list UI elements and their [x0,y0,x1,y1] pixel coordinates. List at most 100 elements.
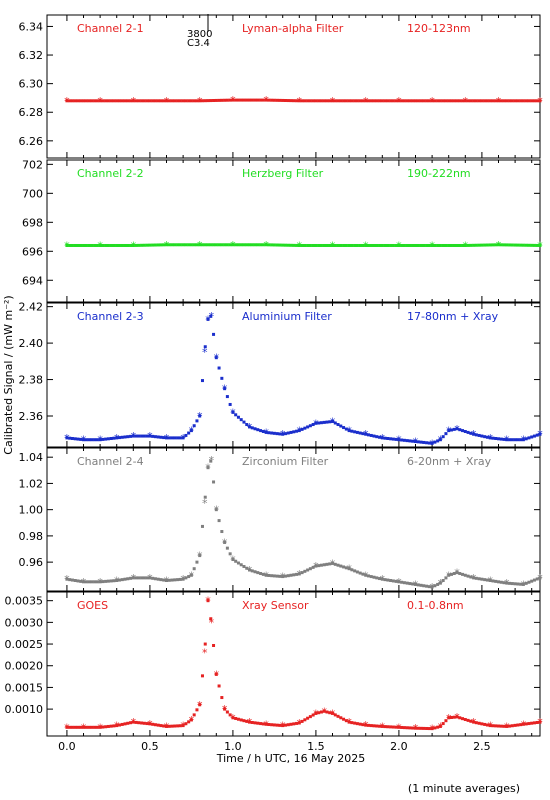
panel-filter-label: Aluminium Filter [242,310,332,323]
data-marker: * [114,720,120,733]
data-point [466,99,470,103]
data-point [140,243,144,247]
data-point [95,243,99,247]
data-point [131,576,135,580]
panel-band-label: 6-20nm + Xray [407,455,492,468]
data-point [170,578,174,582]
data-point [109,579,113,583]
data-point [261,243,265,247]
panel-frame [46,447,541,592]
data-point [239,718,243,722]
data-marker: * [205,462,211,475]
data-point [394,437,398,441]
data-point [98,99,102,103]
data-point [314,421,318,425]
data-marker: * [131,95,137,108]
data-point [458,716,462,720]
data-point [491,99,495,103]
data-marker: * [454,711,460,724]
data-point [386,243,390,247]
data-point [502,581,506,585]
data-point [142,243,146,247]
data-point [248,568,252,572]
data-point [153,243,157,247]
data-point [538,720,542,724]
data-point [181,243,185,247]
data-point [275,98,279,102]
x-tick-label: 1.0 [224,740,242,753]
x-tick-label: 0.0 [58,740,76,753]
data-point [433,440,437,444]
data-point [200,243,204,247]
data-point [419,243,423,247]
data-point [239,98,243,102]
data-point [347,720,351,724]
data-point [184,99,188,103]
data-marker: * [380,573,386,586]
data-marker: * [230,554,236,567]
data-marker: * [537,239,543,252]
data-point [151,243,155,247]
data-point [519,582,523,586]
data-point [192,713,196,717]
data-marker: * [471,572,477,585]
data-marker: * [321,705,327,718]
data-point [101,437,105,441]
data-point [140,721,144,725]
data-point [378,243,382,247]
x-axis-label: Time / h UTC, 16 May 2025 [216,752,366,765]
data-marker: * [396,239,402,252]
data-point [444,719,448,723]
data-point [189,429,193,433]
data-point [510,582,514,586]
data-point [466,243,470,247]
data-point [336,423,340,427]
data-point [408,582,412,586]
data-point [176,436,180,440]
data-point [405,439,409,443]
data-marker: * [363,239,369,252]
data-point [416,440,420,444]
data-point [361,432,365,436]
data-marker: * [189,425,195,438]
data-point [505,724,509,728]
data-point [480,434,484,438]
data-point [68,243,72,247]
data-point [535,99,539,103]
data-point [513,438,517,442]
data-point [167,99,171,103]
data-point [347,243,351,247]
data-point [220,696,224,700]
data-point [256,428,260,432]
data-point [353,243,357,247]
data-point [267,243,271,247]
data-marker: * [205,313,211,326]
data-point [178,577,182,581]
data-point [483,243,487,247]
data-point [510,243,514,247]
data-point [452,99,456,103]
panel-filter-label: Zirconium Filter [242,455,329,468]
data-point [452,427,456,431]
data-point [535,433,539,437]
data-point [477,721,481,725]
data-point [314,564,318,568]
data-marker: * [131,430,137,443]
data-point [248,425,252,429]
data-point [466,574,470,578]
data-point [79,579,83,583]
data-point [275,723,279,727]
data-point [361,99,365,103]
data-point [361,243,365,247]
data-point [480,722,484,726]
data-point [236,243,240,247]
data-point [206,99,210,103]
data-point [350,568,354,572]
data-point [173,243,177,247]
data-marker: * [313,417,319,430]
data-point [355,570,359,574]
data-point [325,243,329,247]
data-point [112,99,116,103]
data-point [195,243,199,247]
data-point [402,243,406,247]
